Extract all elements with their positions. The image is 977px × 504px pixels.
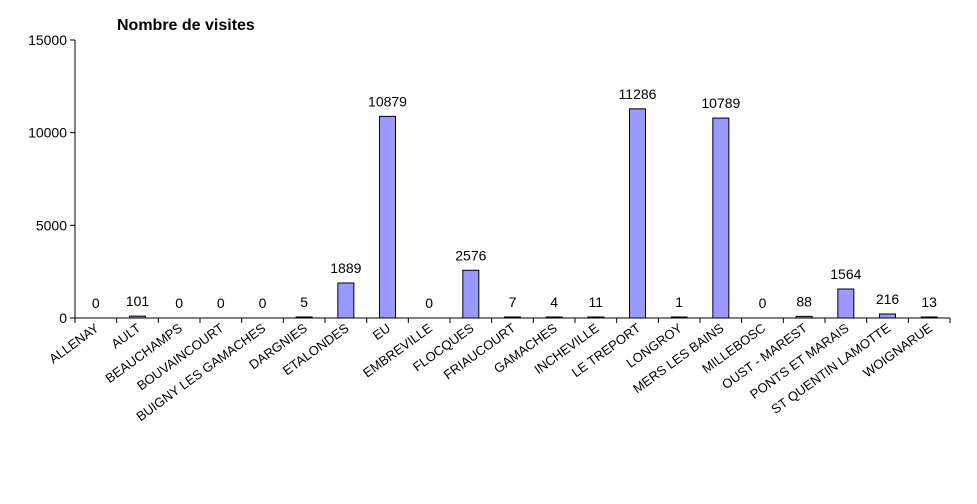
data-label: 88 bbox=[796, 293, 812, 309]
bar bbox=[587, 316, 605, 319]
data-label: 7 bbox=[509, 294, 517, 310]
bar bbox=[837, 288, 855, 319]
data-label: 216 bbox=[876, 291, 900, 307]
data-label: 0 bbox=[259, 295, 267, 311]
y-axis: 0 5000 10000 15000 bbox=[28, 32, 76, 326]
data-label: 101 bbox=[126, 293, 150, 309]
data-label: 4 bbox=[550, 294, 558, 310]
data-label: 0 bbox=[759, 295, 767, 311]
data-label: 11 bbox=[589, 294, 604, 310]
bar bbox=[337, 282, 355, 319]
data-label: 10879 bbox=[368, 93, 407, 109]
bar bbox=[295, 316, 313, 319]
y-tick-label: 0 bbox=[59, 310, 67, 326]
bar bbox=[129, 315, 146, 319]
category-labels: ALLENAY AULTBEAUCHAMPSBOUVAINCOURTBUIGNY … bbox=[46, 320, 935, 424]
data-labels: 0 101 0 0 0 5 1889 10879 0 2576 7 4 11 11286 1 10789 0 88… bbox=[92, 86, 937, 311]
data-label: 0 bbox=[425, 295, 433, 311]
bar bbox=[712, 117, 730, 319]
category-label: ALLENAY bbox=[46, 320, 102, 366]
bar bbox=[629, 108, 646, 319]
y-tick-label: 10000 bbox=[28, 125, 67, 141]
bars bbox=[129, 108, 938, 319]
data-label: 1564 bbox=[830, 266, 861, 282]
y-tick-label: 5000 bbox=[36, 217, 67, 233]
bar bbox=[504, 316, 521, 319]
data-label: 0 bbox=[217, 295, 225, 311]
data-label: 1889 bbox=[330, 260, 361, 276]
category-label: FRIAUCOURT bbox=[441, 320, 519, 382]
y-tick-label: 15000 bbox=[28, 32, 67, 48]
category-label: EU bbox=[370, 320, 393, 343]
bar bbox=[879, 313, 896, 319]
data-label: 5 bbox=[300, 294, 308, 310]
data-label: 0 bbox=[92, 295, 100, 311]
data-label: 10789 bbox=[701, 95, 740, 111]
data-label: 2576 bbox=[455, 247, 486, 263]
bar bbox=[795, 315, 813, 319]
bar bbox=[462, 269, 480, 319]
x-axis bbox=[74, 317, 951, 323]
bar bbox=[670, 316, 688, 319]
chart-title: Nombre de visites bbox=[117, 17, 255, 34]
data-label: 13 bbox=[921, 294, 937, 310]
bar bbox=[545, 316, 563, 319]
bar bbox=[920, 316, 938, 319]
data-label: 11286 bbox=[619, 86, 657, 102]
bar bbox=[379, 115, 396, 319]
data-label: 1 bbox=[675, 294, 683, 310]
data-label: 0 bbox=[175, 295, 183, 311]
